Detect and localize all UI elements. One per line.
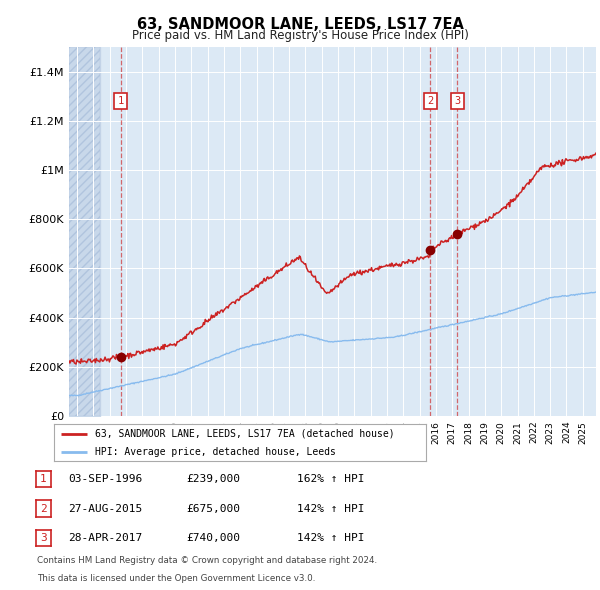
Text: HPI: Average price, detached house, Leeds: HPI: Average price, detached house, Leed… [95, 447, 336, 457]
Text: 1: 1 [40, 474, 47, 484]
Text: 2: 2 [427, 96, 433, 106]
Text: 2: 2 [40, 504, 47, 513]
Text: This data is licensed under the Open Government Licence v3.0.: This data is licensed under the Open Gov… [37, 574, 316, 583]
Text: £675,000: £675,000 [186, 504, 240, 513]
Text: 63, SANDMOOR LANE, LEEDS, LS17 7EA (detached house): 63, SANDMOOR LANE, LEEDS, LS17 7EA (deta… [95, 429, 395, 439]
Text: £740,000: £740,000 [186, 533, 240, 543]
Bar [69, 47, 100, 416]
Text: 1: 1 [118, 96, 124, 106]
Text: 142% ↑ HPI: 142% ↑ HPI [297, 504, 365, 513]
Text: 142% ↑ HPI: 142% ↑ HPI [297, 533, 365, 543]
Text: 3: 3 [454, 96, 461, 106]
Text: 03-SEP-1996: 03-SEP-1996 [68, 474, 142, 484]
Text: 162% ↑ HPI: 162% ↑ HPI [297, 474, 365, 484]
Text: 63, SANDMOOR LANE, LEEDS, LS17 7EA: 63, SANDMOOR LANE, LEEDS, LS17 7EA [137, 17, 463, 31]
Text: Contains HM Land Registry data © Crown copyright and database right 2024.: Contains HM Land Registry data © Crown c… [37, 556, 377, 565]
Text: £239,000: £239,000 [186, 474, 240, 484]
Bar [69, 47, 100, 416]
Text: Price paid vs. HM Land Registry's House Price Index (HPI): Price paid vs. HM Land Registry's House … [131, 30, 469, 42]
Text: 27-AUG-2015: 27-AUG-2015 [68, 504, 142, 513]
Text: 3: 3 [40, 533, 47, 543]
Text: 28-APR-2017: 28-APR-2017 [68, 533, 142, 543]
